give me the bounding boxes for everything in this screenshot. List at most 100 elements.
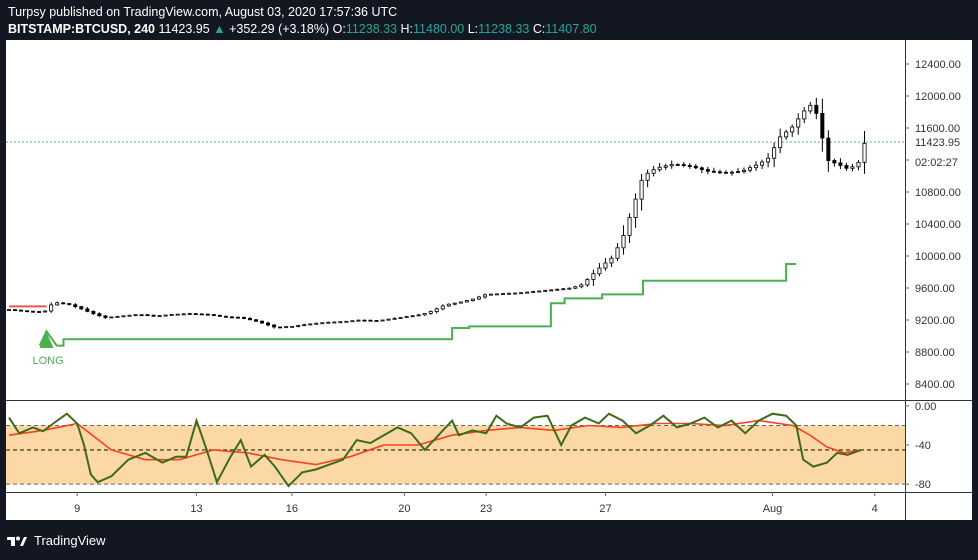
candle-body xyxy=(103,315,108,318)
candle-body xyxy=(278,326,283,329)
time-axis-label: 16 xyxy=(286,503,298,515)
candle-body xyxy=(826,137,831,161)
candle-body xyxy=(374,320,379,322)
candle-body xyxy=(55,302,60,306)
candle-body xyxy=(404,316,409,319)
candle-body xyxy=(579,284,584,288)
candle-body xyxy=(717,171,722,174)
candle-body xyxy=(392,317,397,320)
long-stop-line xyxy=(38,263,797,347)
candle-body xyxy=(675,164,680,166)
price-axis-label: 11600.00 xyxy=(915,123,960,135)
price-axis-label: 9200.00 xyxy=(915,315,955,327)
candle-body xyxy=(507,292,512,295)
candle-body xyxy=(723,171,728,174)
candle-body xyxy=(320,322,325,325)
candle-body xyxy=(772,147,777,159)
candle-body xyxy=(814,104,819,114)
price-axis-label: 12000.00 xyxy=(915,91,961,103)
ohlc-legend: BITSTAMP:BTCUSD, 240 11423.95 ▲ +352.29 … xyxy=(8,22,597,36)
candle-body xyxy=(603,262,608,269)
time-axis-label: 20 xyxy=(398,503,410,515)
candle-body xyxy=(434,308,439,312)
candle-body xyxy=(742,169,747,172)
candle-body xyxy=(735,171,740,173)
symbol-label: BITSTAMP:BTCUSD, 240 xyxy=(8,22,156,36)
publisher-line: Turpsy published on TradingView.com, Aug… xyxy=(8,5,398,19)
candle-body xyxy=(549,289,554,292)
candle-body xyxy=(844,165,849,169)
candle-body xyxy=(754,164,759,169)
candle-body xyxy=(19,309,24,312)
candle-body xyxy=(573,286,578,289)
candle-body xyxy=(133,314,138,317)
candle-body xyxy=(121,315,126,318)
change-value: +352.29 (+3.18%) xyxy=(229,22,330,36)
candle-body xyxy=(519,292,524,295)
candle-body xyxy=(513,292,518,295)
candle-body xyxy=(344,320,349,323)
candle-body xyxy=(314,322,319,325)
candle-body xyxy=(838,162,843,166)
time-axis-label: 23 xyxy=(480,503,492,515)
candle-body xyxy=(567,287,572,290)
price-axis-label: 9600.00 xyxy=(915,283,955,295)
candle-body xyxy=(657,166,662,171)
last-price-value: 11423.95 xyxy=(158,22,210,36)
candle-body xyxy=(37,311,42,313)
candle-body xyxy=(591,273,596,280)
candle-body xyxy=(464,300,469,303)
low-value: 11238.33 xyxy=(478,22,530,36)
candle-body xyxy=(495,293,500,296)
last-price-label: 11423.95 xyxy=(915,137,960,149)
candle-body xyxy=(525,291,530,294)
candle-body xyxy=(356,319,361,322)
candle-body xyxy=(766,157,771,163)
candle-body xyxy=(651,169,656,174)
candle-body xyxy=(31,310,36,313)
candle-body xyxy=(91,310,96,315)
candle-body xyxy=(241,317,246,319)
candle-body xyxy=(531,291,536,293)
close-value: 11407.80 xyxy=(545,22,597,36)
candle-body xyxy=(796,118,801,128)
candle-body xyxy=(79,306,84,310)
low-label: L: xyxy=(467,22,479,36)
high-value: 11480.00 xyxy=(413,22,465,36)
candle-body xyxy=(410,315,415,318)
candle-body xyxy=(416,314,421,317)
candle-body xyxy=(235,316,240,319)
candle-body xyxy=(615,247,620,259)
candle-body xyxy=(97,313,102,317)
candle-body xyxy=(296,325,301,327)
candle-body xyxy=(748,167,753,171)
osc-line xyxy=(8,412,862,488)
candle-body xyxy=(705,169,710,172)
candle-body xyxy=(332,321,337,324)
osc-signal-line xyxy=(8,419,862,466)
candle-body xyxy=(633,198,638,218)
price-axis-label: 10800.00 xyxy=(915,187,961,199)
candle-body xyxy=(254,319,259,322)
candle-body xyxy=(326,321,331,324)
candle-body xyxy=(127,314,132,317)
candle-body xyxy=(229,316,234,319)
candle-body xyxy=(350,320,355,323)
price-axis-label: 10000.00 xyxy=(915,251,961,263)
candle-body xyxy=(832,160,837,164)
candle-body xyxy=(681,164,686,166)
candle-body xyxy=(368,319,373,322)
candle-body xyxy=(802,110,807,120)
candle-body xyxy=(488,293,493,296)
candle-body xyxy=(639,179,644,200)
price-axis-label: 10400.00 xyxy=(915,219,961,231)
candle-body xyxy=(308,323,313,326)
candle-body xyxy=(790,126,795,133)
candle-body xyxy=(446,303,451,307)
candle-body xyxy=(163,314,168,317)
long-signal-label: LONG xyxy=(32,355,63,367)
candle-body xyxy=(181,313,186,316)
candle-body xyxy=(440,305,445,310)
candle-body xyxy=(7,309,12,312)
